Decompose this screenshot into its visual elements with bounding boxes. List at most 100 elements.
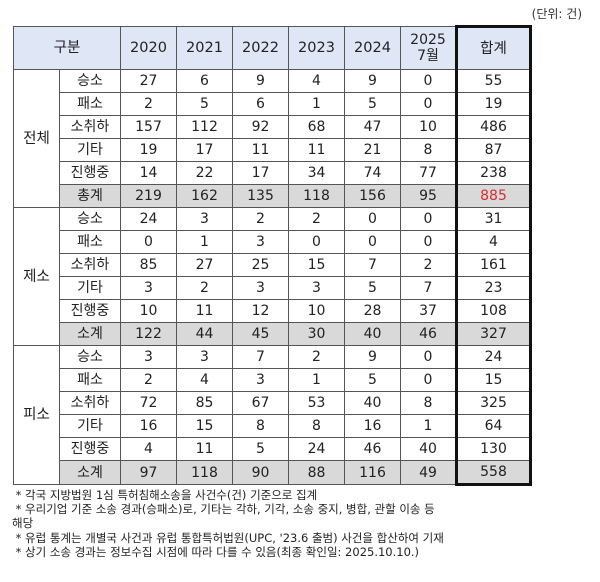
value-cell: 118 [288,184,345,208]
value-cell: 1 [176,230,233,254]
row-label: 소취하 [59,115,121,139]
value-cell: 92 [232,115,289,139]
value-cell: 47 [344,115,401,139]
value-cell: 3 [232,368,289,392]
value-cell: 3 [288,276,345,300]
value-cell: 0 [400,69,457,93]
value-cell: 40 [400,437,457,461]
value-cell: 44 [176,322,233,346]
total-cell: 558 [455,460,532,486]
value-cell: 17 [232,161,289,185]
header-year: 2024 [344,26,401,70]
table-row: 기타 19 17 11 11 21 8 87 [14,138,532,162]
value-cell: 112 [176,115,233,139]
table-row: 패소 2 5 6 1 5 0 19 [14,92,532,116]
value-cell: 49 [400,460,457,485]
total-cell: 4 [455,230,532,254]
value-cell: 88 [288,460,345,485]
row-label: 진행중 [59,437,121,461]
row-label: 진행중 [59,161,121,185]
value-cell: 2 [288,345,345,369]
value-cell: 4 [176,368,233,392]
header-year-2025: 2025 7월 [400,26,457,70]
value-cell: 4 [120,437,177,461]
total-cell: 327 [455,322,532,346]
value-cell: 2 [400,253,457,277]
value-cell: 157 [120,115,177,139]
total-cell: 19 [455,92,532,116]
value-cell: 46 [344,437,401,461]
total-cell: 486 [455,115,532,139]
value-cell: 1 [400,414,457,438]
header-year: 2022 [232,26,289,70]
value-cell: 24 [120,207,177,231]
header-total: 합계 [455,25,532,70]
total-cell: 130 [455,437,532,461]
value-cell: 4 [288,69,345,93]
footnote: * 우리기업 기준 소송 경과(승패소)로, 기타는 각하, 기각, 소송 중지… [12,502,435,531]
table-row: 피소 승소 3 3 7 2 9 0 24 [13,345,532,485]
value-cell: 3 [232,230,289,254]
summary-row: 총계 219 162 135 118 156 95 885 [14,184,532,208]
value-cell: 40 [344,322,401,346]
value-cell: 30 [288,322,345,346]
value-cell: 25 [232,253,289,277]
value-cell: 37 [400,299,457,323]
value-cell: 34 [288,161,345,185]
header-year: 2020 [120,26,177,70]
value-cell: 11 [288,138,345,162]
total-cell: 24 [455,345,532,369]
value-cell: 68 [288,115,345,139]
value-cell: 122 [120,322,177,346]
value-cell: 5 [232,437,289,461]
header-year: 2023 [288,26,345,70]
total-cell: 55 [455,69,532,93]
header-row: 구분 2020 2021 2022 2023 2024 2025 7월 합계 [13,25,532,70]
value-cell: 0 [344,207,401,231]
value-cell: 77 [400,161,457,185]
table-row: 소취하 157 112 92 68 47 10 486 [14,115,532,139]
value-cell: 11 [232,138,289,162]
value-cell: 0 [400,207,457,231]
table-row: 진행중 10 11 12 10 28 37 108 [14,299,532,323]
value-cell: 9 [232,69,289,93]
group-label: 피소 [13,345,60,485]
value-cell: 0 [400,230,457,254]
value-cell: 1 [288,92,345,116]
table-row: 패소 0 1 3 0 0 0 4 [14,230,532,254]
value-cell: 3 [120,276,177,300]
value-cell: 9 [344,345,401,369]
row-label: 승소 [59,207,121,231]
summary-row: 소계 97 118 90 88 116 49 558 [14,460,532,486]
table-row: 소취하 72 85 67 53 40 8 325 [14,391,532,415]
header-category: 구분 [13,26,121,70]
header-year-2025-top: 2025 [410,32,446,48]
table-row: 기타 16 15 8 8 16 1 64 [14,414,532,438]
value-cell: 10 [288,299,345,323]
value-cell: 5 [344,276,401,300]
value-cell: 24 [288,437,345,461]
value-cell: 46 [400,322,457,346]
row-label: 패소 [59,92,121,116]
table-row: 패소 2 4 3 1 5 0 15 [14,368,532,392]
value-cell: 0 [400,345,457,369]
value-cell: 7 [400,276,457,300]
value-cell: 85 [176,391,233,415]
value-cell: 74 [344,161,401,185]
value-cell: 21 [344,138,401,162]
value-cell: 22 [176,161,233,185]
value-cell: 97 [120,460,177,485]
row-label: 패소 [59,368,121,392]
row-label: 기타 [59,414,121,438]
value-cell: 156 [344,184,401,208]
value-cell: 3 [176,207,233,231]
litigation-table: 구분 2020 2021 2022 2023 2024 2025 7월 합계 전체… [13,25,532,486]
value-cell: 162 [176,184,233,208]
total-cell: 31 [455,207,532,231]
footnote: * 유럽 통계는 개별국 사건과 유럽 통합특허법원(UPC, '23.6 출범… [12,530,444,545]
table-row: 진행중 4 11 5 24 46 40 130 [14,437,532,461]
row-label: 소취하 [59,253,121,277]
total-cell: 161 [455,253,532,277]
group-label: 전체 [13,69,60,208]
value-cell: 53 [288,391,345,415]
